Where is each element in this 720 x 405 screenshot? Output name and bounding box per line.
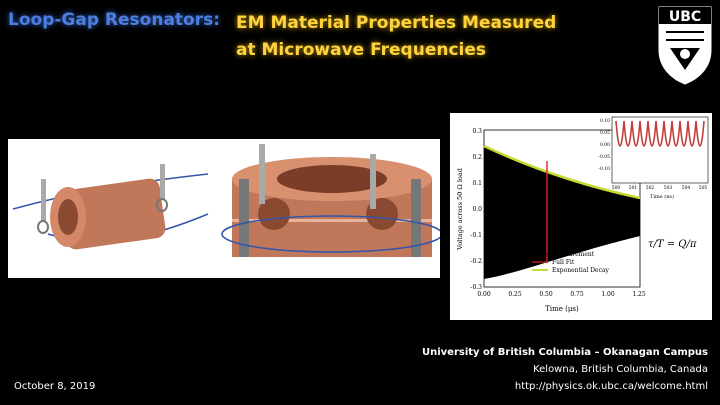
y-ticks: 0.3 0.2 0.1 0.0 -0.1 -0.2 -0.3 (470, 128, 482, 291)
y-tick-6: -0.3 (470, 284, 482, 291)
x-tick-1: 0.25 (508, 291, 522, 298)
legend-exp-decay: Exponential Decay (552, 267, 610, 274)
equation: τ/T = Q/π (648, 239, 697, 250)
title-left: Loop-Gap Resonators: (8, 10, 221, 30)
y-tick-5: -0.2 (470, 258, 482, 265)
inset-x-tick-5: 505 (699, 185, 708, 191)
decay-plot-panel: 0.3 0.2 0.1 0.0 -0.1 -0.2 -0.3 0.00 0.25… (450, 113, 712, 320)
inset-x-tick-3: 503 (664, 185, 673, 191)
title-right: EM Material Properties Measured at Micro… (236, 10, 556, 64)
title-right-line2: at Microwave Frequencies (236, 40, 487, 60)
decay-plot: 0.3 0.2 0.1 0.0 -0.1 -0.2 -0.3 0.00 0.25… (456, 116, 709, 313)
logo-text: UBC (669, 9, 701, 25)
inset-x-tick-0: 500 (612, 185, 621, 191)
y-tick-0: 0.3 (472, 128, 482, 135)
x-tick-3: 0.75 (570, 291, 584, 298)
inset-plot: 0.10 0.05 0.00 -0.05 -0.10 500 501 502 5… (598, 116, 709, 200)
x-axis-label: Time (μs) (545, 305, 579, 313)
inset-y-tick-0: 0.10 (600, 118, 610, 124)
inset-x-tick-4: 504 (682, 185, 691, 191)
x-tick-5: 1.25 (632, 291, 646, 298)
ubc-logo: UBC (658, 6, 712, 85)
x-ticks: 0.00 0.25 0.50 0.75 1.00 1.25 (477, 291, 646, 298)
legend-full-fit: Full Fit (552, 259, 575, 266)
title-right-line1: EM Material Properties Measured (236, 13, 557, 33)
inset-y-tick-2: 0.00 (600, 142, 610, 148)
inset-y-tick-3: -0.05 (598, 154, 610, 160)
inset-y-tick-4: -0.10 (598, 166, 610, 172)
legend-measurement: Measurement (552, 251, 595, 258)
resonator-svg (12, 144, 443, 257)
y-tick-4: -0.1 (470, 232, 482, 239)
y-tick-2: 0.1 (472, 180, 482, 187)
url-link[interactable]: http://physics.ok.ubc.ca/welcome.html (514, 381, 708, 392)
location-text: Kelowna, British Columbia, Canada (533, 364, 708, 375)
institution-text: University of British Columbia – Okanaga… (422, 347, 708, 358)
x-tick-4: 1.00 (601, 291, 615, 298)
x-tick-0: 0.00 (477, 291, 491, 298)
x-tick-2: 0.50 (539, 291, 553, 298)
date-text: October 8, 2019 (14, 381, 96, 392)
inset-x-tick-1: 501 (629, 185, 638, 191)
inset-x-tick-2: 502 (646, 185, 655, 191)
exp-decay-curve (483, 144, 641, 200)
inset-x-label: Time (ns) (650, 193, 674, 200)
signal-fill (484, 146, 640, 279)
y-tick-3: 0.0 (472, 206, 482, 213)
y-axis-label: Voltage across 50 Ω load (456, 168, 464, 251)
y-tick-1: 0.2 (472, 154, 482, 161)
legend: Measurement Full Fit Exponential Decay (532, 251, 610, 274)
inset-y-tick-1: 0.05 (600, 130, 610, 136)
resonator-diagrams (8, 139, 443, 278)
